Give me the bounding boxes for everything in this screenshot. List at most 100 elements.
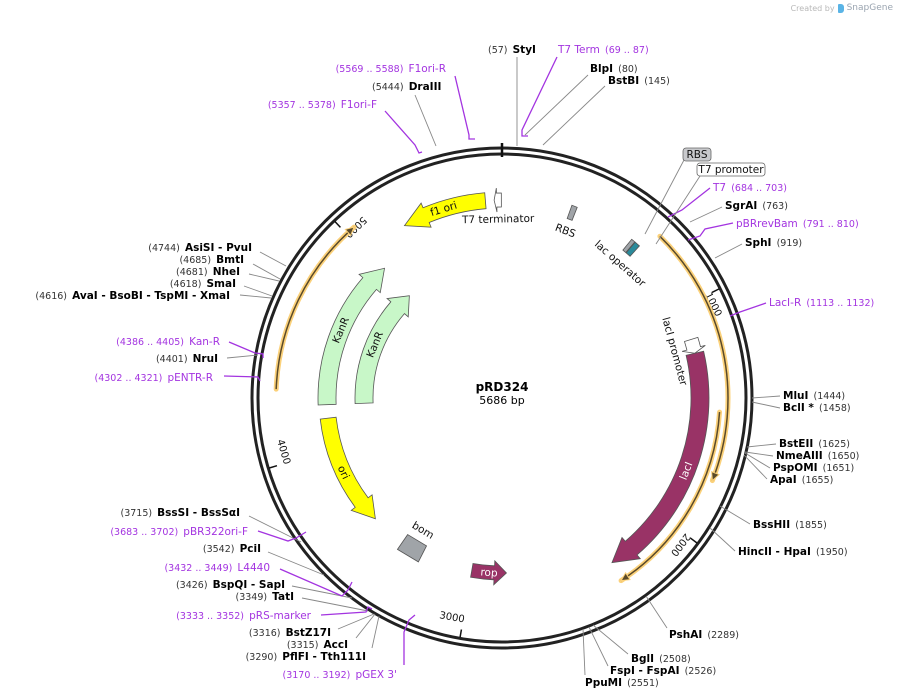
restriction-site[interactable]: BssHII (1855) bbox=[719, 505, 827, 532]
primer-pbrrevbam[interactable]: pBRrevBam (791 .. 810) bbox=[687, 212, 859, 241]
site-name[interactable]: AsiSI - PvuI bbox=[185, 242, 252, 254]
restriction-site[interactable]: NmeAIII (1650) bbox=[744, 444, 859, 463]
site-name[interactable]: AvaI - BsoBI - TspMI - XmaI bbox=[72, 290, 230, 302]
callout-rbs[interactable]: RBS bbox=[644, 147, 712, 235]
site-label[interactable]: PshAI (2289) bbox=[669, 623, 739, 642]
site-label[interactable]: (4401) NruI bbox=[156, 347, 218, 366]
restriction-site[interactable]: (4401) NruI bbox=[156, 347, 259, 366]
site-label[interactable]: BstEII (1625) bbox=[779, 432, 850, 451]
primer-label[interactable]: (3432 .. 3449) L4440 bbox=[164, 556, 270, 575]
primer-name[interactable]: pRS-marker bbox=[249, 610, 312, 622]
site-name[interactable]: BstZ17I bbox=[286, 627, 331, 639]
restriction-site[interactable]: PpuMI (2551) bbox=[582, 628, 659, 690]
site-label[interactable]: (4681) NheI bbox=[176, 260, 240, 279]
primer-pgex-3-[interactable]: (3170 .. 3192) pGEX 3' bbox=[283, 614, 416, 682]
site-label[interactable]: (3315) AccI bbox=[287, 633, 348, 652]
site-name[interactable]: BstEII bbox=[779, 438, 813, 450]
site-label[interactable]: (4618) SmaI bbox=[170, 272, 236, 291]
site-label[interactable]: (3715) BssSI - BssSαI bbox=[120, 501, 240, 520]
restriction-site[interactable]: ApaI (1655) bbox=[743, 454, 833, 487]
site-name[interactable]: PspOMI bbox=[773, 462, 818, 474]
primer-label[interactable]: (5357 .. 5378) F1ori-F bbox=[268, 93, 377, 112]
site-name[interactable]: BclI * bbox=[783, 402, 814, 414]
primer-label[interactable]: (4386 .. 4405) Kan-R bbox=[116, 330, 220, 349]
site-label[interactable]: BssHII (1855) bbox=[753, 513, 827, 532]
feature-rop[interactable]: rop bbox=[470, 559, 508, 586]
site-name[interactable]: SphI bbox=[745, 237, 771, 249]
site-name[interactable]: BspQI - SapI bbox=[213, 579, 285, 591]
primer-name[interactable]: L4440 bbox=[237, 562, 270, 574]
site-label[interactable]: PpuMI (2551) bbox=[585, 671, 659, 690]
site-label[interactable]: FspI - FspAI (2526) bbox=[610, 659, 716, 678]
restriction-site[interactable]: BlpI (80) bbox=[524, 57, 638, 136]
feature-bom[interactable]: bom bbox=[396, 520, 436, 563]
site-name[interactable]: BglI bbox=[631, 653, 654, 665]
restriction-site[interactable]: BclI * (1458) bbox=[751, 396, 851, 415]
site-label[interactable]: PspOMI (1651) bbox=[773, 456, 854, 475]
restriction-site[interactable]: BstEII (1625) bbox=[746, 432, 850, 451]
restriction-site[interactable]: SgrAI (763) bbox=[689, 194, 788, 223]
site-name[interactable]: BmtI bbox=[216, 254, 244, 266]
primer-name[interactable]: Kan-R bbox=[189, 336, 220, 348]
primer-prs-marker[interactable]: (3333 .. 3352) pRS-marker bbox=[176, 604, 373, 623]
site-label[interactable]: (3316) BstZ17I bbox=[249, 621, 331, 640]
site-name[interactable]: NruI bbox=[193, 353, 218, 365]
site-label[interactable]: MluI (1444) bbox=[783, 384, 845, 403]
site-name[interactable]: SmaI bbox=[207, 278, 237, 290]
restriction-site[interactable]: (3542) PciI bbox=[203, 537, 325, 576]
primer-laci-r[interactable]: LacI-R (1113 .. 1132) bbox=[729, 291, 874, 317]
primer-l4440[interactable]: (3432 .. 3449) L4440 bbox=[164, 556, 353, 597]
primer-f1ori-r[interactable]: (5569 .. 5588) F1ori-R bbox=[336, 57, 475, 140]
site-name[interactable]: ApaI bbox=[770, 474, 797, 486]
site-name[interactable]: NmeAIII bbox=[776, 450, 823, 462]
primer-name[interactable]: F1ori-R bbox=[409, 63, 446, 75]
site-label[interactable]: BclI * (1458) bbox=[783, 396, 851, 415]
primer-f1ori-f[interactable]: (5357 .. 5378) F1ori-F bbox=[268, 93, 423, 154]
restriction-site[interactable]: (3290) PflFI - Tth111I bbox=[246, 615, 380, 664]
feature-rbs-inner[interactable]: RBS bbox=[553, 204, 578, 241]
restriction-site[interactable]: FspI - FspAI (2526) bbox=[588, 626, 716, 678]
restriction-site[interactable]: (57) StyI bbox=[488, 38, 536, 146]
restriction-site[interactable]: (3715) BssSI - BssSαI bbox=[120, 501, 302, 543]
site-label[interactable]: SgrAI (763) bbox=[725, 194, 788, 213]
site-name[interactable]: FspI - FspAI bbox=[610, 665, 680, 677]
site-label[interactable]: HincII - HpaI (1950) bbox=[738, 540, 848, 559]
primer-label[interactable]: T7 (684 .. 703) bbox=[712, 176, 787, 195]
site-name[interactable]: TatI bbox=[272, 591, 294, 603]
site-name[interactable]: PshAI bbox=[669, 629, 702, 641]
site-name[interactable]: NheI bbox=[213, 266, 240, 278]
restriction-site[interactable]: BglI (2508) bbox=[592, 624, 691, 666]
primer-name[interactable]: LacI-R bbox=[769, 297, 801, 309]
restriction-site[interactable]: PspOMI (1651) bbox=[744, 452, 854, 475]
restriction-site[interactable]: (5444) DraIII bbox=[372, 75, 441, 147]
primer-kan-r[interactable]: (4386 .. 4405) Kan-R bbox=[116, 330, 264, 358]
restriction-site[interactable]: SphI (919) bbox=[714, 231, 802, 259]
feature-kanR-inner[interactable]: KanR bbox=[354, 295, 410, 405]
site-label[interactable]: (3542) PciI bbox=[203, 537, 261, 556]
site-label[interactable]: (4685) BmtI bbox=[179, 248, 244, 267]
restriction-site[interactable]: MluI (1444) bbox=[751, 384, 845, 403]
site-label[interactable]: (57) StyI bbox=[488, 38, 536, 57]
site-name[interactable]: HincII - HpaI bbox=[738, 546, 811, 558]
site-label[interactable]: (3290) PflFI - Tth111I bbox=[246, 645, 366, 664]
site-label[interactable]: (4616) AvaI - BsoBI - TspMI - XmaI bbox=[35, 284, 230, 303]
primer-name[interactable]: pBRrevBam bbox=[736, 218, 798, 230]
restriction-site[interactable]: BstBI (145) bbox=[542, 69, 670, 146]
site-label[interactable]: BstBI (145) bbox=[608, 69, 670, 88]
site-name[interactable]: StyI bbox=[513, 44, 536, 56]
primer-t7[interactable]: T7 (684 .. 703) bbox=[667, 176, 787, 218]
site-label[interactable]: (5444) DraIII bbox=[372, 75, 441, 94]
feature-lacI[interactable]: lacI bbox=[611, 350, 710, 564]
restriction-site[interactable]: (4744) AsiSI - PvuI bbox=[148, 236, 287, 267]
feature-lac-op-grey[interactable] bbox=[622, 238, 636, 254]
site-name[interactable]: AccI bbox=[324, 639, 348, 651]
restriction-site[interactable]: (3316) BstZ17I bbox=[249, 613, 375, 640]
site-name[interactable]: SgrAI bbox=[725, 200, 757, 212]
restriction-site[interactable]: (4681) NheI bbox=[176, 260, 280, 282]
primer-label[interactable]: T7 Term (69 .. 87) bbox=[557, 38, 649, 57]
primer-label[interactable]: (3333 .. 3352) pRS-marker bbox=[176, 604, 312, 623]
site-name[interactable]: PflFI - Tth111I bbox=[282, 651, 366, 663]
restriction-site[interactable]: (4685) BmtI bbox=[179, 248, 281, 280]
site-name[interactable]: BlpI bbox=[590, 63, 613, 75]
feature-ori[interactable]: ori bbox=[319, 416, 376, 520]
